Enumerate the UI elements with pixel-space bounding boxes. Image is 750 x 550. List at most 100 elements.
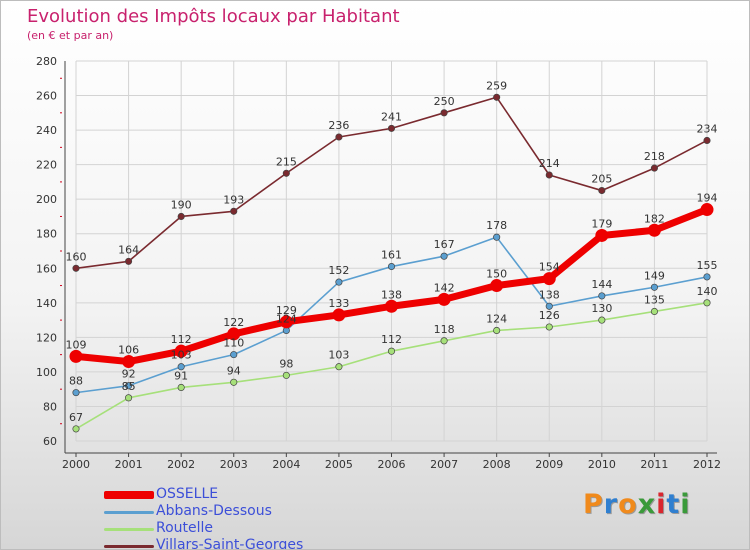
x-tick-label: 2007 — [430, 458, 458, 471]
x-tick-label: 2012 — [693, 458, 721, 471]
data-label: 112 — [381, 333, 402, 346]
y-tick-label: 160 — [36, 262, 57, 275]
data-point — [545, 323, 553, 331]
legend-label: OSSELLE — [156, 486, 219, 502]
data-point — [125, 257, 133, 265]
data-label: 241 — [381, 110, 402, 123]
x-tick-label: 2008 — [483, 458, 511, 471]
y-tick-label: 220 — [36, 159, 57, 172]
data-point — [385, 299, 398, 313]
data-label: 124 — [486, 312, 507, 325]
logo-letter: r — [603, 489, 619, 520]
data-label: 94 — [227, 364, 241, 377]
data-point — [177, 363, 185, 371]
data-point — [230, 378, 238, 386]
data-label: 194 — [697, 192, 718, 205]
data-label: 67 — [69, 411, 83, 424]
series-abbans-dessous — [72, 233, 711, 397]
data-point — [72, 389, 80, 397]
y-tick-label: 80 — [43, 400, 57, 413]
data-label: 88 — [69, 375, 83, 388]
data-label: 154 — [539, 261, 560, 274]
data-point — [122, 355, 136, 369]
data-label: 259 — [486, 79, 507, 92]
legend-swatch — [104, 544, 154, 548]
data-point — [595, 228, 609, 242]
data-point — [387, 262, 396, 271]
legend-label: Villars-Saint-Georges — [156, 537, 304, 550]
data-point — [177, 383, 185, 392]
legend-swatch — [104, 527, 154, 531]
data-point — [279, 315, 293, 329]
x-tick-label: 2011 — [640, 458, 668, 471]
chart-subtitle: (en € et par an) — [27, 29, 114, 42]
y-tick-label: 260 — [36, 90, 57, 103]
legend-label: Routelle — [156, 520, 214, 536]
data-label: 218 — [644, 150, 665, 163]
x-tick-label: 2001 — [115, 458, 143, 471]
y-tick-label: 240 — [36, 124, 57, 137]
data-label: 112 — [171, 333, 192, 346]
data-label: 138 — [539, 288, 560, 301]
legend-swatch — [104, 510, 154, 514]
data-label: 122 — [223, 316, 244, 329]
x-tick-label: 2003 — [220, 458, 248, 471]
x-tick-label: 2005 — [325, 458, 353, 471]
data-point — [282, 169, 290, 177]
y-tick-label: 120 — [36, 331, 57, 344]
data-label: 118 — [434, 323, 455, 336]
series-villars-saint-georges — [72, 93, 711, 272]
data-point — [72, 425, 80, 433]
y-tick-label: 180 — [36, 228, 57, 241]
x-tick-label: 2000 — [62, 458, 90, 471]
data-label: 205 — [591, 173, 612, 186]
logo-letter: x — [637, 489, 657, 520]
data-point — [650, 307, 658, 316]
logo-letter: o — [618, 489, 638, 520]
data-point — [69, 349, 83, 363]
data-point — [332, 308, 346, 322]
data-label: 161 — [381, 249, 402, 262]
series-routelle — [72, 299, 711, 433]
data-point — [440, 337, 448, 345]
data-label: 149 — [644, 269, 665, 282]
data-point — [335, 278, 343, 286]
data-label: 85 — [122, 380, 136, 393]
data-label: 106 — [118, 344, 139, 357]
chart-title: Evolution des Impôts locaux par Habitant — [27, 6, 400, 27]
data-point — [647, 223, 661, 237]
data-point — [493, 326, 501, 335]
legend-swatch — [104, 491, 154, 499]
data-point — [227, 327, 241, 341]
data-label: 152 — [328, 264, 349, 277]
data-point — [230, 351, 238, 359]
y-tick-label: 100 — [36, 366, 57, 379]
data-label: 92 — [122, 368, 136, 381]
y-tick-label: 200 — [36, 193, 57, 206]
data-labels: 109 106 112 122 129 133 138 142 150 154 179 182 194 8… — [66, 79, 718, 424]
x-tick-label: 2002 — [167, 458, 195, 471]
data-label: 126 — [539, 309, 560, 322]
data-point — [598, 292, 606, 300]
data-label: 236 — [328, 119, 349, 132]
data-label: 250 — [434, 95, 455, 108]
data-label: 130 — [591, 302, 612, 315]
y-tick-label: 140 — [36, 297, 57, 310]
data-point — [174, 344, 188, 358]
data-label: 190 — [171, 198, 192, 211]
series — [69, 93, 714, 433]
data-point — [703, 299, 711, 307]
data-point — [437, 292, 451, 306]
logo-letter: t — [666, 489, 681, 520]
data-point — [545, 302, 553, 310]
data-point — [230, 207, 238, 215]
data-label: 98 — [279, 357, 293, 370]
legend-label: Abbans-Dessous — [156, 503, 272, 519]
data-label: 142 — [434, 281, 455, 294]
data-label: 193 — [223, 193, 244, 206]
data-label: 138 — [381, 288, 402, 301]
series-osselle — [69, 203, 714, 369]
x-tick-label: 2009 — [535, 458, 563, 471]
data-label: 109 — [66, 338, 87, 351]
data-point — [387, 124, 396, 132]
